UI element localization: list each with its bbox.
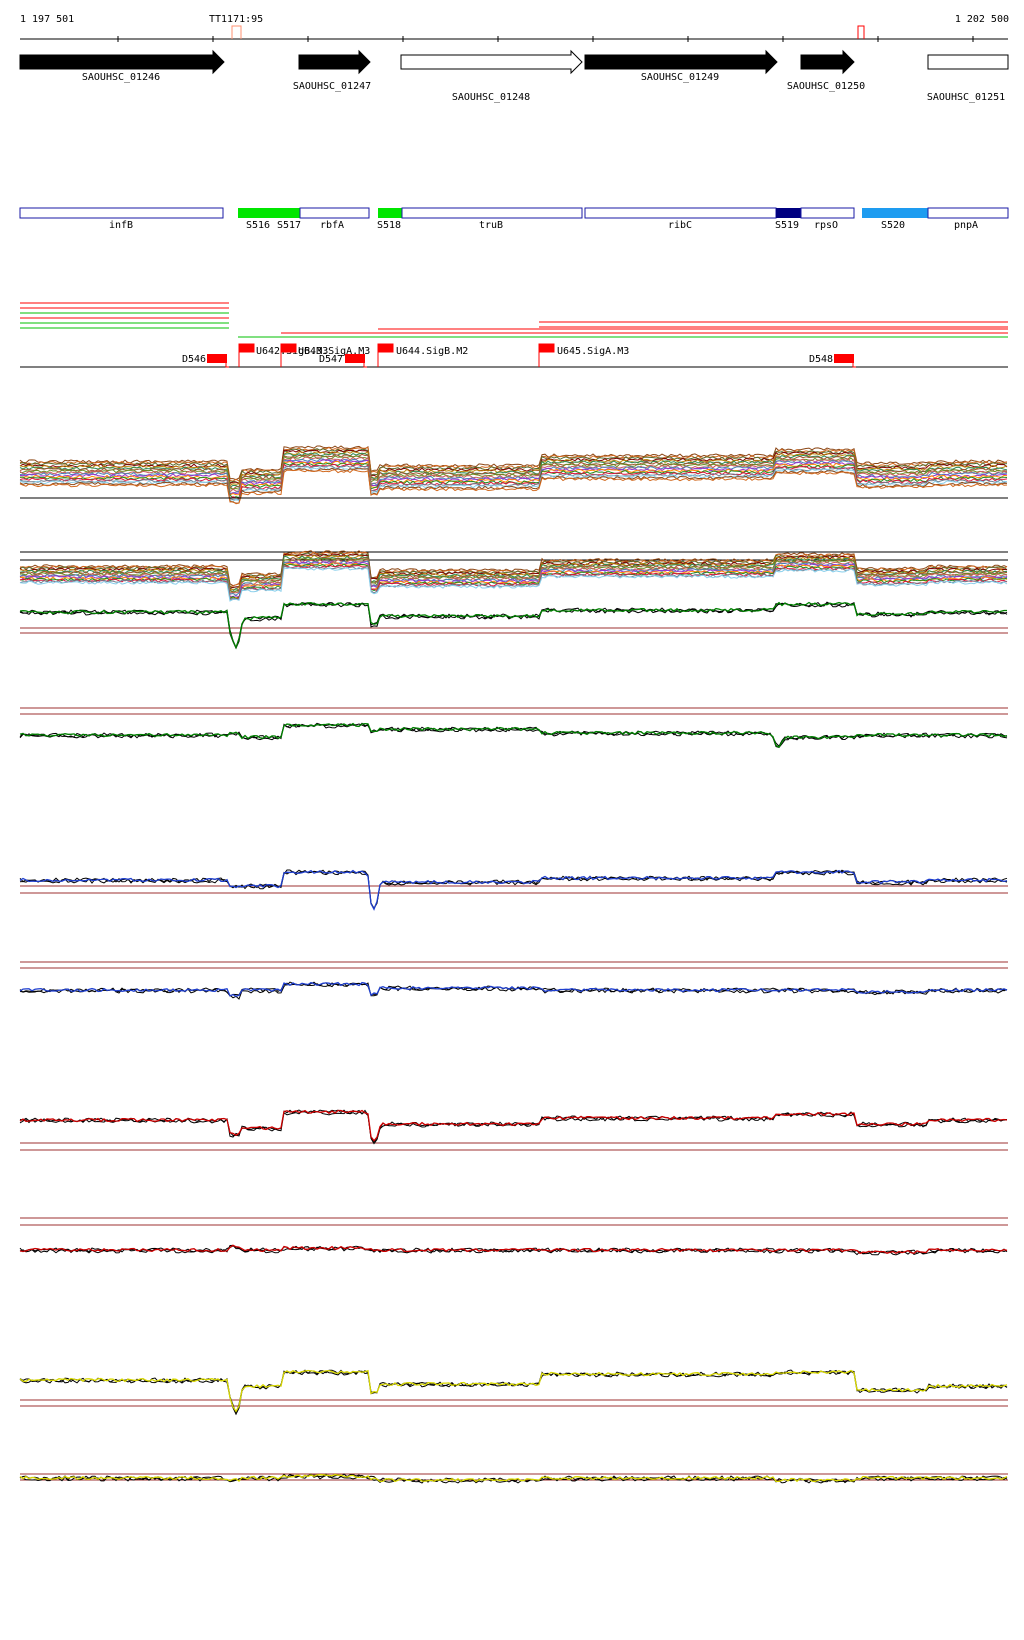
- feature-label: D547: [319, 354, 343, 365]
- ruler-end-label: 1 202 500: [955, 14, 1009, 25]
- ruler-marker-right: [857, 25, 865, 39]
- segment-label: rbfA: [320, 220, 344, 231]
- terminator-tick: [363, 363, 367, 368]
- gene-arrow[interactable]: [19, 49, 225, 75]
- gene-label: SAOUHSC_01248: [452, 92, 530, 103]
- transcript-lines: [20, 302, 1008, 338]
- bundle-line: [19, 562, 1008, 599]
- series-line: [19, 1109, 1008, 1142]
- segment-highlight: [378, 208, 402, 218]
- terminator-tick: [225, 363, 229, 368]
- series-line: [19, 981, 1008, 997]
- feature-label: U643.SigA.M3: [298, 346, 370, 357]
- feature-label: D548: [809, 354, 833, 365]
- series-line: [19, 602, 1008, 650]
- segment-box[interactable]: [927, 207, 1009, 219]
- segment-box[interactable]: [800, 207, 855, 219]
- gene-label: SAOUHSC_01247: [293, 81, 371, 92]
- segment-id-label: S520: [881, 220, 905, 231]
- bundle-line: [19, 448, 1008, 485]
- promoter-flag[interactable]: [538, 343, 555, 367]
- series-line: [19, 722, 1008, 749]
- bundle-line: [19, 465, 1008, 501]
- segment-label: ribC: [668, 220, 692, 231]
- bundle-line: [19, 566, 1008, 602]
- expression-tracks: [19, 445, 1008, 1484]
- series-line: [19, 1370, 1008, 1416]
- ruler-marker-left: [231, 25, 242, 39]
- segment-box[interactable]: [401, 207, 583, 219]
- segment-highlight: [776, 208, 801, 218]
- gene-arrow[interactable]: [927, 54, 1009, 70]
- series-line: [19, 870, 1008, 910]
- bundle-line: [19, 446, 1008, 482]
- segment-box[interactable]: [19, 207, 224, 219]
- terminator-tick: [852, 363, 856, 368]
- series-line: [19, 1109, 1008, 1145]
- series-line: [19, 1473, 1008, 1483]
- bundle-line: [19, 456, 1008, 493]
- gene-arrow[interactable]: [298, 49, 371, 75]
- promoter-flag[interactable]: [377, 343, 394, 367]
- bundle-line: [19, 561, 1008, 598]
- segment-track: infB rbfA truB ribC rpsO pnpA S516 S517 …: [19, 207, 1009, 231]
- promoter-flag[interactable]: [280, 343, 297, 367]
- series-line: [19, 1110, 1008, 1143]
- bundle-line: [19, 554, 1008, 591]
- gene-label: SAOUHSC_01250: [787, 81, 865, 92]
- series-line: [19, 601, 1007, 650]
- segment-label: rpsO: [814, 220, 838, 231]
- gene-arrow[interactable]: [400, 49, 583, 75]
- segment-label: infB: [109, 220, 133, 231]
- gene-label: SAOUHSC_01246: [82, 72, 160, 83]
- segment-id-label: S518: [377, 220, 401, 231]
- terminator-block[interactable]: [207, 354, 227, 363]
- ruler-marker-label: TT1171:95: [209, 14, 263, 25]
- feature-track: D546 U642.SigB.M3 U643.SigA.M3 D547 U644…: [20, 343, 1008, 368]
- bundle-line: [19, 455, 1008, 490]
- ruler: 1 197 501 TT1171:95 1 202 500: [20, 14, 1009, 42]
- gene-track: SAOUHSC_01246 SAOUHSC_01247 SAOUHSC_0124…: [19, 49, 1009, 103]
- promoter-flag[interactable]: [238, 343, 255, 367]
- bundle-line: [20, 550, 1008, 587]
- segment-box[interactable]: [299, 207, 370, 219]
- series-line: [19, 869, 1008, 910]
- segment-label: pnpA: [954, 220, 978, 231]
- bundle-line: [19, 469, 1008, 505]
- series-line: [19, 869, 1008, 911]
- feature-label: D546: [182, 354, 206, 365]
- bundle-line: [19, 467, 1008, 504]
- ruler-ticks: [117, 36, 974, 42]
- feature-label: U644.SigB.M2: [396, 346, 468, 357]
- gene-arrow[interactable]: [584, 49, 778, 75]
- terminator-block[interactable]: [834, 354, 854, 363]
- segment-box[interactable]: [584, 207, 777, 219]
- series-line: [19, 1244, 1008, 1255]
- segment-highlight: [238, 208, 300, 218]
- ruler-start-label: 1 197 501: [20, 14, 74, 25]
- gene-label: SAOUHSC_01251: [927, 92, 1005, 103]
- bundle-line: [19, 463, 1008, 500]
- gene-arrow[interactable]: [800, 49, 855, 75]
- segment-id-label: S516: [246, 220, 270, 231]
- bundle-line: [19, 556, 1008, 593]
- feature-label: U645.SigA.M3: [557, 346, 629, 357]
- gene-label: SAOUHSC_01249: [641, 72, 719, 83]
- segment-label: truB: [479, 220, 503, 231]
- bundle-line: [19, 460, 1008, 496]
- bundle-line: [19, 557, 1008, 594]
- bundle-line: [19, 453, 1008, 490]
- terminator-block[interactable]: [345, 354, 365, 363]
- segment-id-label: S519: [775, 220, 799, 231]
- series-line: [19, 1369, 1008, 1413]
- segment-highlight: [862, 208, 928, 218]
- segment-id-label: S517: [277, 220, 301, 231]
- series-line: [19, 601, 1008, 650]
- bundle-line: [19, 449, 1008, 485]
